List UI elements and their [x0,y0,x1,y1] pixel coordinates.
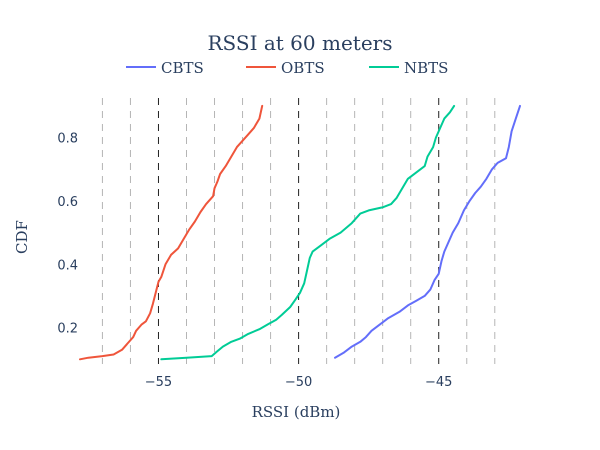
series-lines [79,104,521,361]
legend-label-cbts: CBTS [161,59,204,77]
x-tick-label: −55 [145,375,172,390]
y-tick-label: 0.4 [57,258,78,273]
x-axis-ticks: −55 −50 −45 [145,375,453,390]
x-axis-title: RSSI (dBm) [252,403,341,421]
x-tick-label: −45 [425,375,452,390]
series-line-cbts [334,104,521,359]
legend-label-nbts: NBTS [404,59,448,77]
y-tick-label: 0.8 [57,132,78,147]
y-tick-label: 0.6 [57,195,78,210]
series-line-nbts [160,104,456,361]
y-axis-ticks: 0.2 0.4 0.6 0.8 [57,132,78,337]
y-axis-title: CDF [13,220,31,254]
chart-title: RSSI at 60 meters [208,31,393,55]
reference-lines [101,98,496,364]
x-tick-label: −50 [285,375,312,390]
series-line-obts [79,104,264,361]
y-tick-label: 0.2 [57,322,78,337]
legend-label-obts: OBTS [281,59,325,77]
legend: CBTS OBTS NBTS [126,59,448,77]
